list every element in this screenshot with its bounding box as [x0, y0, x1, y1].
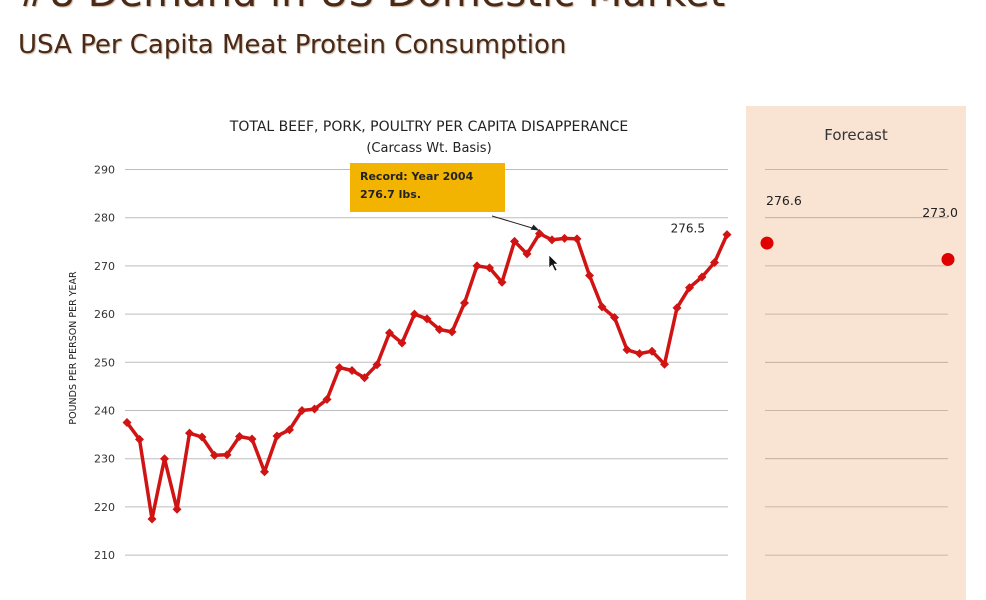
data-point — [660, 359, 669, 369]
data-point — [722, 230, 732, 240]
mouse-cursor — [548, 254, 559, 272]
y-tick-label: 290 — [94, 164, 115, 177]
data-point — [510, 236, 519, 246]
data-point — [622, 345, 632, 355]
series-line — [125, 231, 729, 521]
data-point — [122, 418, 132, 428]
chart-subtitle: (Carcass Wt. Basis) — [366, 141, 491, 156]
data-point — [572, 234, 582, 244]
data-point — [385, 328, 394, 338]
data-point — [535, 229, 544, 239]
data-label: 276.5 — [671, 222, 705, 236]
data-point — [160, 454, 169, 464]
data-point — [347, 365, 357, 375]
data-point — [410, 309, 419, 319]
forecast-point — [941, 252, 955, 266]
y-tick-label: 260 — [94, 308, 115, 321]
forecast-value-label: 276.6 — [766, 193, 802, 208]
forecast-panel: Forecast — [746, 106, 966, 600]
data-point — [560, 233, 569, 243]
data-point — [285, 425, 294, 435]
callout-line-1: Record: Year 2004 — [360, 170, 474, 183]
data-point — [697, 272, 707, 282]
y-tick-label: 230 — [94, 453, 115, 466]
data-point — [172, 504, 182, 514]
data-point — [185, 428, 194, 438]
y-tick-label: 270 — [94, 260, 115, 273]
y-tick-label: 250 — [94, 356, 115, 369]
data-point — [522, 249, 532, 259]
data-point — [422, 314, 432, 324]
callout-arrow — [491, 215, 538, 231]
data-point — [710, 258, 719, 268]
data-point — [147, 514, 157, 524]
data-point — [647, 346, 657, 356]
data-point — [310, 404, 319, 414]
data-point — [610, 312, 619, 322]
data-point — [447, 327, 457, 337]
forecast-point — [760, 236, 774, 250]
y-tick-label: 220 — [94, 501, 115, 514]
y-axis-label: POUNDS PER PERSON PER YEAR — [68, 271, 79, 425]
forecast-value-label: 273.0 — [922, 205, 958, 220]
data-point — [335, 363, 344, 373]
callout-arrowhead — [530, 224, 540, 231]
data-point — [297, 406, 307, 415]
data-point — [635, 349, 644, 359]
data-point — [472, 261, 482, 271]
data-point — [260, 467, 269, 477]
data-point — [235, 432, 244, 442]
forecast-label: Forecast — [824, 126, 888, 144]
data-point — [197, 432, 207, 442]
data-point — [485, 263, 494, 273]
data-point — [460, 298, 469, 308]
data-point — [397, 338, 407, 348]
slide-subtitle: USA Per Capita Meat Protein Consumption — [18, 30, 567, 60]
callout-line-2: 276.7 lbs. — [360, 188, 421, 201]
y-tick-label: 210 — [94, 549, 115, 562]
chart-title: TOTAL BEEF, PORK, POULTRY PER CAPITA DIS… — [229, 119, 628, 135]
data-point — [272, 431, 282, 441]
data-point — [435, 325, 444, 335]
data-point — [222, 450, 232, 460]
data-point — [672, 303, 682, 313]
slide-heading: #8 Demand in US Domestic Market — [16, 0, 725, 16]
data-point — [547, 235, 557, 245]
record-callout: Record: Year 2004 276.7 lbs. — [350, 163, 505, 212]
data-point — [685, 283, 694, 293]
data-point — [210, 450, 219, 460]
y-tick-label: 240 — [94, 405, 115, 418]
data-point — [585, 271, 594, 281]
data-point — [360, 373, 369, 383]
y-tick-label: 280 — [94, 212, 115, 225]
data-point — [135, 434, 144, 444]
data-point — [597, 302, 607, 312]
data-point — [247, 434, 257, 444]
data-point — [497, 277, 507, 287]
data-point — [322, 394, 332, 404]
data-point — [372, 360, 382, 370]
